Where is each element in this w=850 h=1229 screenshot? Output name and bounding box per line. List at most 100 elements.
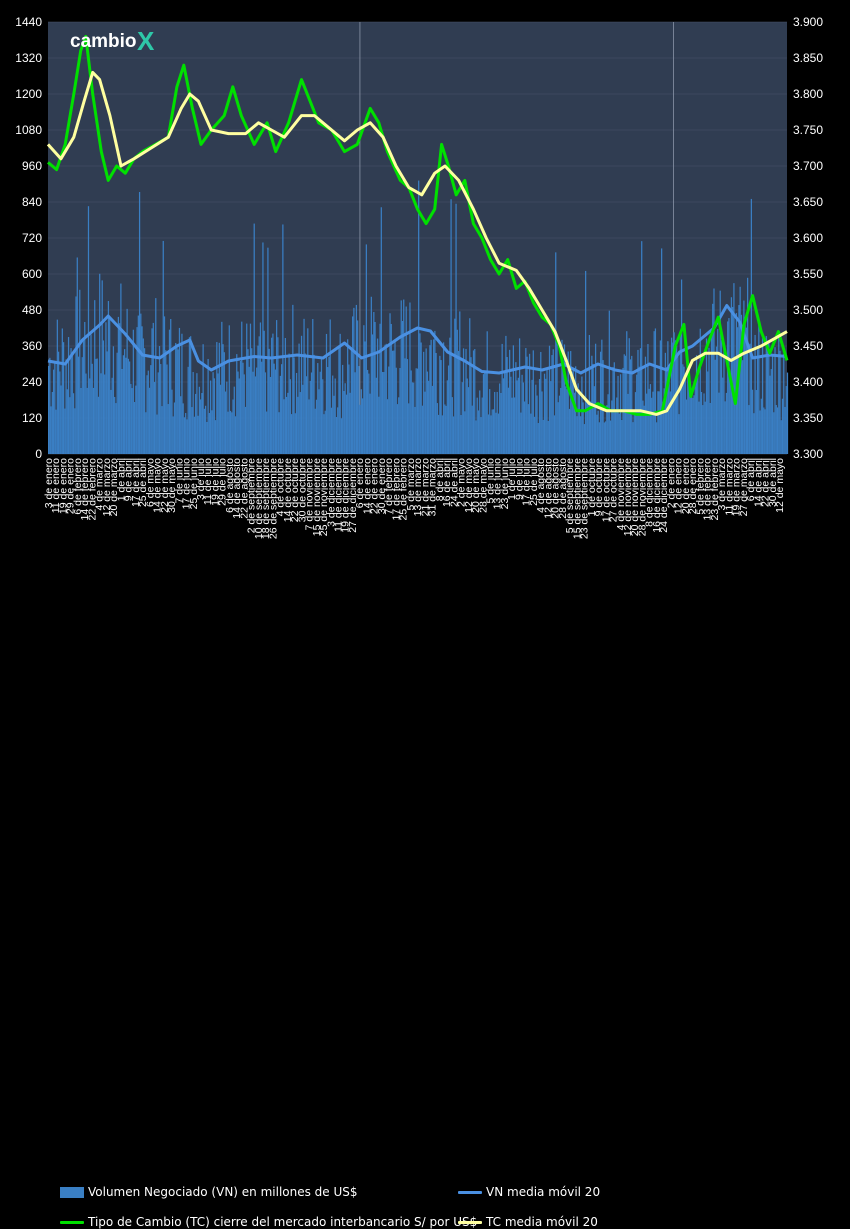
volume-bar xyxy=(343,391,345,454)
volume-bar xyxy=(271,337,273,454)
volume-bar xyxy=(746,277,749,454)
volume-bar xyxy=(482,374,485,454)
volume-bar xyxy=(415,368,417,454)
x-tick-label: 3 de julio xyxy=(195,458,207,500)
volume-bar xyxy=(459,311,461,454)
volume-bar xyxy=(444,404,446,454)
volume-bar xyxy=(694,381,696,454)
volume-bar xyxy=(618,413,620,454)
volume-bar xyxy=(263,330,265,454)
volume-bar xyxy=(685,399,688,454)
volume-bar xyxy=(406,359,409,454)
volume-bar xyxy=(192,372,194,454)
volume-bar xyxy=(577,383,579,454)
x-tick-label: 14 de febrero xyxy=(79,458,91,521)
x-tick-label: 27 de marzo xyxy=(738,458,750,517)
x-tick-label: 4 de noviembre xyxy=(615,458,627,531)
volume-bar xyxy=(753,413,755,454)
volume-bar xyxy=(778,336,780,454)
volume-bar xyxy=(186,419,188,454)
volume-bar xyxy=(148,387,151,454)
volume-bar xyxy=(389,313,391,454)
volume-bar xyxy=(109,316,111,454)
volume-bar xyxy=(295,372,298,454)
volume-bar xyxy=(709,402,711,454)
volume-bar xyxy=(136,327,138,454)
volume-bar xyxy=(236,354,238,454)
right-tick-label: 3.800 xyxy=(793,87,823,101)
volume-bar xyxy=(568,408,571,454)
x-tick-label: 2 de enero xyxy=(665,458,677,508)
volume-bar xyxy=(489,389,491,454)
x-tick-label: 16 de abril xyxy=(441,458,453,507)
volume-bar xyxy=(162,240,164,454)
volume-bar xyxy=(750,198,752,454)
volume-bar xyxy=(734,356,736,454)
volume-bar xyxy=(233,386,235,454)
volume-bar xyxy=(555,252,557,454)
volume-bar xyxy=(173,402,176,454)
volume-bar xyxy=(228,325,230,454)
volume-bar xyxy=(398,397,400,454)
volume-bar xyxy=(623,354,625,454)
volume-bar xyxy=(320,359,323,454)
volume-bar xyxy=(403,299,405,454)
volume-bar xyxy=(99,273,101,454)
volume-bar xyxy=(161,406,163,454)
x-tick-label: 22 de enero xyxy=(369,458,381,514)
legend-vn: Volumen Negociado (VN) en millones de US… xyxy=(60,1185,358,1199)
volume-bar xyxy=(152,322,154,454)
volume-bar xyxy=(499,383,501,454)
volume-bars xyxy=(48,180,789,454)
volume-bar xyxy=(57,351,60,454)
volume-bar xyxy=(221,321,223,454)
volume-bar xyxy=(309,380,311,454)
legend-tc-label: Tipo de Cambio (TC) cierre del mercado i… xyxy=(88,1215,478,1229)
volume-bar xyxy=(684,373,686,454)
volume-bar xyxy=(325,333,328,454)
volume-bar xyxy=(87,206,90,454)
volume-bar xyxy=(222,344,224,454)
series-lines xyxy=(46,34,789,416)
volume-bar xyxy=(560,387,562,454)
volume-bar xyxy=(562,360,564,454)
volume-bar xyxy=(481,397,483,454)
volume-bar xyxy=(563,344,566,454)
left-tick-label: 720 xyxy=(22,231,42,245)
volume-bar xyxy=(395,367,397,454)
volume-bar xyxy=(401,321,404,454)
volume-bar xyxy=(386,399,389,454)
x-tick-label: 23 de junio xyxy=(499,458,511,510)
x-tick-label: 22 de mayo xyxy=(159,458,171,513)
left-tick-label: 1200 xyxy=(15,87,42,101)
volume-bar xyxy=(101,280,103,454)
volume-bar xyxy=(368,373,370,454)
x-tick-label: 22 de agosto xyxy=(238,458,250,519)
x-tick-label: 8 de diciembre xyxy=(644,458,656,527)
x-tick-label: 17 de junio xyxy=(181,458,193,510)
volume-bar xyxy=(414,406,416,454)
volume-bar xyxy=(354,372,356,454)
x-tick-label: 20 de enero xyxy=(680,458,692,514)
volume-bar xyxy=(328,356,330,454)
volume-bar xyxy=(276,320,278,454)
volume-bar xyxy=(582,402,584,454)
volume-bar xyxy=(125,357,127,454)
volume-bar xyxy=(449,337,451,454)
volume-bar xyxy=(580,416,582,454)
volume-bar xyxy=(366,369,369,454)
volume-bar xyxy=(680,279,683,454)
volume-bar xyxy=(653,331,655,454)
x-tick-label: 24 de abril xyxy=(448,458,460,507)
x-tick-label: 17 de octubre xyxy=(600,458,612,522)
volume-bar xyxy=(383,372,385,454)
volume-bar xyxy=(710,335,713,454)
volume-bar xyxy=(206,421,208,454)
volume-bar xyxy=(171,389,173,454)
volume-bar xyxy=(715,346,718,454)
volume-bar xyxy=(107,301,110,454)
x-tick-label: 14 de abril xyxy=(752,458,764,507)
volume-bar xyxy=(69,397,71,454)
x-tick-label: 14 de mayo xyxy=(152,458,164,513)
volume-bar xyxy=(506,357,508,454)
